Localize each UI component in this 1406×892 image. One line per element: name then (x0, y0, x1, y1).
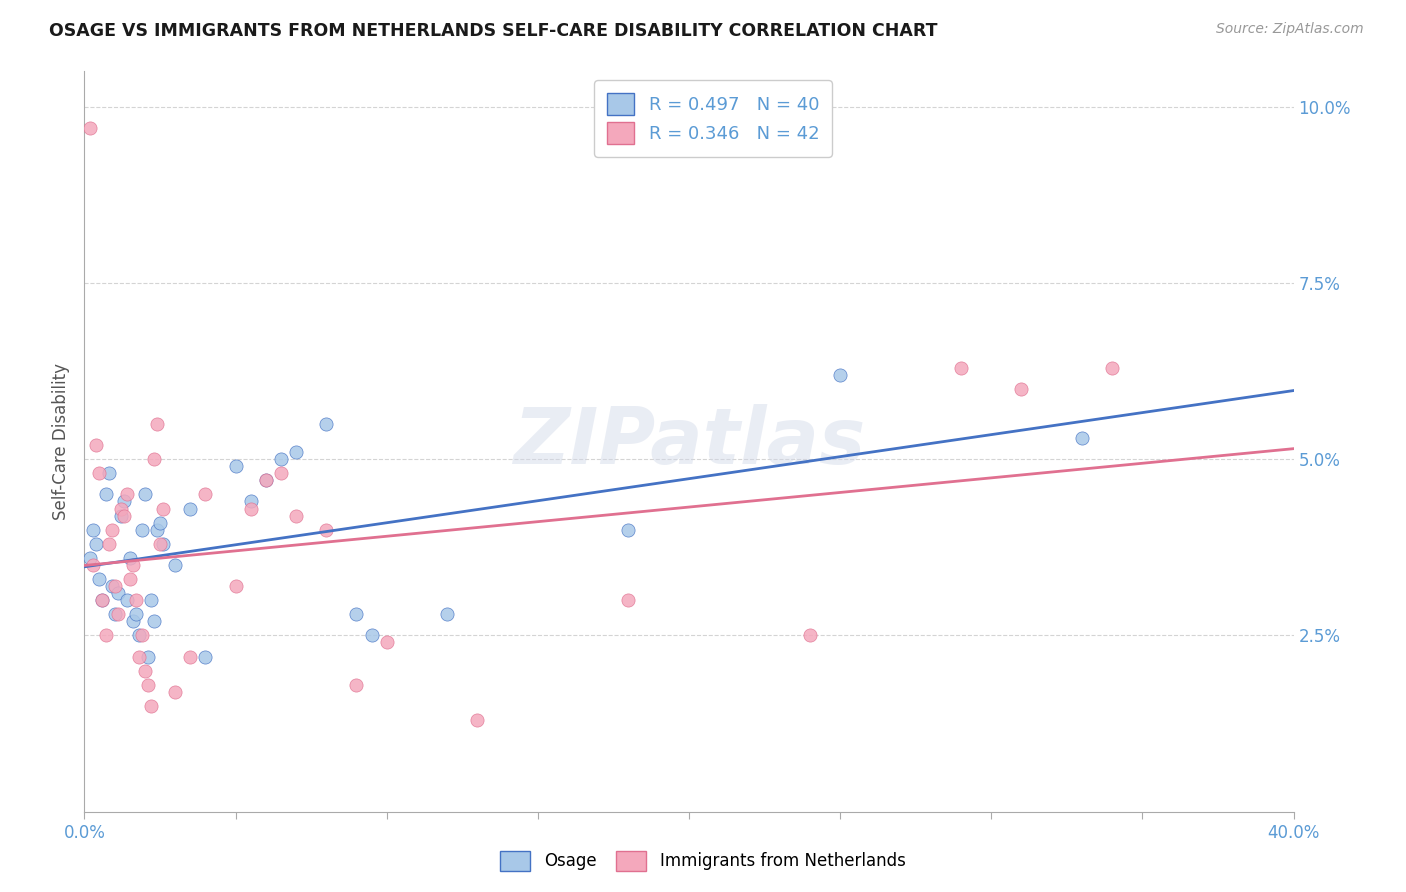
Point (136, 678, 159, 692)
Point (830, 368, 852, 382)
Point (110, 501, 132, 516)
Point (179, 649, 201, 664)
Point (360, 628, 382, 642)
Point (149, 537, 172, 551)
Point (91, 593, 114, 607)
Point (285, 508, 308, 523)
Point (1101, 360, 1123, 375)
Point (139, 593, 162, 607)
Point (136, 649, 159, 664)
Point (128, 628, 150, 642)
Point (118, 572, 141, 586)
Point (89, 572, 111, 586)
Point (100, 579, 122, 593)
Point (139, 698, 162, 713)
Point (107, 607, 129, 622)
Point (617, 523, 640, 537)
Point (146, 417, 169, 431)
Point (112, 508, 135, 523)
Point (346, 678, 368, 692)
Point (346, 607, 368, 622)
Point (375, 635, 398, 649)
Point (152, 501, 174, 516)
Point (467, 713, 489, 727)
Point (97, 537, 120, 551)
Point (270, 467, 292, 481)
Point (799, 628, 821, 642)
Point (86, 537, 108, 551)
Y-axis label: Self-Care Disability: Self-Care Disability (52, 363, 70, 520)
Text: OSAGE VS IMMIGRANTS FROM NETHERLANDS SELF-CARE DISABILITY CORRELATION CHART: OSAGE VS IMMIGRANTS FROM NETHERLANDS SEL… (49, 22, 938, 40)
Legend: R = 0.497   N = 40, R = 0.346   N = 42: R = 0.497 N = 40, R = 0.346 N = 42 (595, 80, 832, 157)
Point (165, 558, 187, 572)
Point (1071, 431, 1094, 445)
Point (112, 494, 135, 508)
Point (225, 459, 247, 474)
Point (94, 628, 117, 642)
Point (118, 550, 141, 565)
Point (225, 579, 247, 593)
Point (125, 593, 148, 607)
Point (315, 523, 337, 537)
Point (165, 685, 187, 699)
Point (194, 487, 217, 501)
Point (142, 452, 165, 467)
Point (104, 579, 127, 593)
Point (131, 628, 153, 642)
Point (115, 593, 138, 607)
Point (194, 649, 217, 664)
Point (179, 501, 201, 516)
Point (270, 452, 292, 467)
Point (91, 593, 114, 607)
Point (82, 558, 104, 572)
Text: ZIPatlas: ZIPatlas (513, 403, 865, 480)
Point (436, 607, 458, 622)
Point (152, 537, 174, 551)
Point (134, 664, 156, 678)
Point (239, 501, 262, 516)
Point (142, 615, 165, 629)
Point (131, 523, 153, 537)
Point (239, 494, 262, 508)
Text: Source: ZipAtlas.com: Source: ZipAtlas.com (1216, 22, 1364, 37)
Point (121, 615, 143, 629)
Point (79, 550, 101, 565)
Point (125, 607, 148, 622)
Point (1011, 382, 1033, 396)
Point (89, 467, 111, 481)
Point (86, 438, 108, 452)
Point (94, 487, 117, 501)
Point (134, 487, 156, 501)
Point (617, 593, 640, 607)
Point (79, 120, 101, 135)
Legend: Osage, Immigrants from Netherlands: Osage, Immigrants from Netherlands (492, 842, 914, 880)
Point (107, 586, 129, 600)
Point (97, 467, 120, 481)
Point (285, 445, 308, 459)
Point (950, 360, 973, 375)
Point (315, 417, 337, 431)
Point (254, 473, 277, 487)
Point (146, 523, 169, 537)
Point (254, 473, 277, 487)
Point (104, 607, 127, 622)
Point (115, 487, 138, 501)
Point (82, 523, 104, 537)
Point (128, 649, 150, 664)
Point (100, 523, 122, 537)
Point (110, 508, 132, 523)
Point (149, 516, 172, 530)
Point (121, 558, 143, 572)
